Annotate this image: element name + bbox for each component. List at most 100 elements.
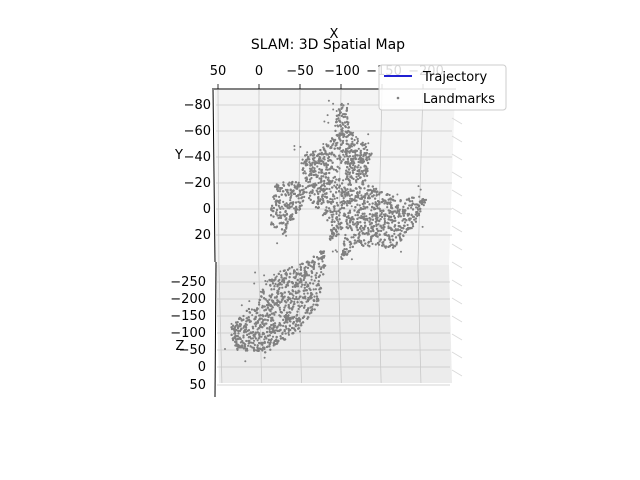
landmark-point — [411, 225, 415, 228]
landmark-point — [382, 224, 385, 227]
landmark-point — [273, 339, 276, 343]
landmark-point — [292, 272, 295, 275]
landmark-point — [318, 162, 321, 165]
landmark-point — [257, 337, 260, 340]
landmark-point — [349, 162, 352, 165]
landmark-point — [289, 214, 292, 217]
landmark-point — [342, 113, 345, 116]
landmark-point — [338, 179, 341, 182]
landmark-point — [331, 250, 334, 253]
landmark-point — [282, 324, 285, 327]
landmark-point — [352, 155, 355, 158]
landmark-point — [275, 212, 278, 216]
landmark-point — [320, 162, 323, 166]
landmark-point — [258, 303, 261, 306]
landmark-point — [346, 130, 349, 133]
landmark-point — [345, 248, 348, 251]
landmark-point — [263, 324, 266, 327]
landmark-point — [314, 274, 317, 277]
landmark-point — [319, 287, 323, 290]
landmark-point — [286, 321, 289, 324]
landmark-point — [273, 296, 277, 299]
landmark-point — [317, 200, 320, 203]
landmark-point — [301, 196, 304, 199]
landmark-point — [251, 331, 254, 334]
landmark-point — [260, 335, 263, 338]
landmark-point — [414, 213, 417, 216]
landmark-point — [389, 201, 392, 204]
landmark-point — [296, 291, 299, 294]
landmark-point — [307, 316, 310, 319]
landmark-point — [273, 322, 277, 325]
landmark-point — [393, 216, 396, 220]
landmark-point — [272, 312, 275, 315]
landmark-point — [392, 199, 395, 202]
landmark-point — [285, 218, 288, 221]
landmark-point — [336, 124, 339, 127]
landmark-point — [262, 332, 265, 335]
landmark-point — [393, 232, 396, 235]
landmark-point — [335, 201, 338, 204]
y-tick-label: −20 — [184, 176, 211, 191]
landmark-point — [312, 159, 315, 162]
landmark-point — [293, 300, 296, 303]
landmark-point — [326, 145, 329, 148]
landmark-point — [311, 201, 314, 204]
landmark-point — [417, 185, 420, 188]
landmark-point — [406, 223, 409, 227]
landmark-point — [289, 199, 292, 202]
x-gridline — [217, 89, 220, 266]
landmark-point — [301, 158, 304, 161]
landmark-point — [338, 138, 341, 141]
landmark-point — [242, 334, 245, 337]
landmark-point — [346, 204, 349, 207]
landmark-point — [340, 221, 343, 225]
landmark-point — [291, 317, 295, 320]
landmark-point — [285, 327, 288, 330]
z-tick-label: −150 — [170, 309, 206, 324]
landmark-point — [419, 188, 422, 191]
landmark-point — [297, 181, 300, 184]
landmark-point — [233, 336, 236, 339]
landmark-point — [312, 303, 315, 306]
landmark-point — [360, 208, 363, 211]
landmark-point — [241, 346, 244, 349]
landmark-point — [379, 225, 382, 228]
landmark-point — [336, 183, 339, 186]
landmark-point — [313, 295, 316, 298]
landmark-point — [345, 142, 348, 145]
landmark-point — [328, 171, 331, 175]
landmark-point — [264, 280, 267, 282]
landmark-point — [281, 292, 284, 295]
landmark-point — [348, 181, 351, 184]
landmark-point — [284, 325, 287, 328]
landmark-point — [343, 248, 346, 251]
landmark-point — [305, 159, 308, 163]
landmark-point — [293, 302, 296, 305]
landmark-point — [358, 204, 361, 207]
landmark-point — [282, 200, 285, 203]
landmark-point — [267, 338, 270, 341]
landmark-point — [275, 208, 279, 211]
landmark-point — [397, 221, 400, 224]
landmark-point — [247, 329, 251, 332]
landmark-point — [301, 316, 304, 320]
landmark-point — [268, 278, 271, 282]
landmark-point — [293, 148, 296, 151]
landmark-point — [364, 172, 367, 175]
landmark-point — [349, 220, 352, 223]
landmark-point — [348, 147, 351, 149]
landmark-point — [352, 131, 355, 134]
landmark-point — [331, 224, 334, 227]
landmark-point — [283, 291, 286, 294]
landmark-point — [340, 128, 343, 131]
landmark-point — [247, 344, 250, 347]
landmark-point — [349, 133, 353, 136]
landmark-point — [313, 263, 316, 266]
landmark-point — [267, 314, 270, 317]
landmark-point — [278, 201, 281, 205]
landmark-point — [397, 225, 400, 228]
landmark-point — [280, 187, 284, 190]
landmark-point — [277, 272, 280, 275]
